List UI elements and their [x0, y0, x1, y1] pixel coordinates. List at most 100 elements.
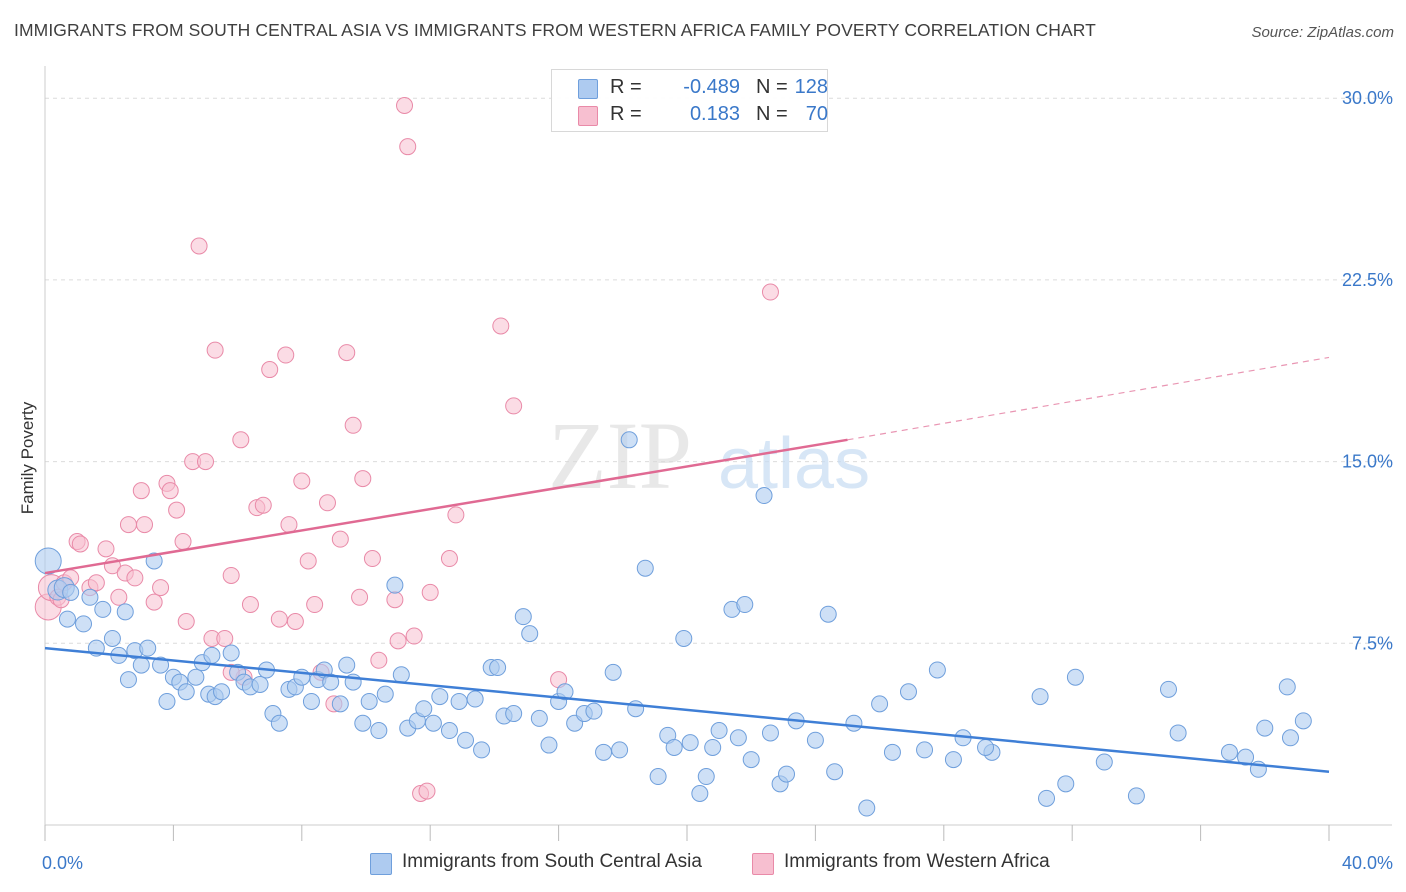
point-western-africa — [344, 416, 362, 434]
legend-n-label: N = — [756, 103, 788, 125]
point-south-central-asia — [1057, 775, 1075, 793]
point-western-africa — [338, 344, 356, 362]
point-south-central-asia — [505, 705, 523, 723]
trend-lines — [44, 356, 1330, 773]
point-south-central-asia — [729, 729, 747, 747]
point-south-central-asia — [736, 596, 754, 614]
point-western-africa — [174, 533, 192, 551]
point-western-africa — [132, 482, 150, 500]
point-south-central-asia — [251, 675, 269, 693]
point-south-central-asia — [826, 763, 844, 781]
point-south-central-asia — [1220, 743, 1238, 761]
point-south-central-asia — [1237, 748, 1255, 766]
point-south-central-asia — [899, 683, 917, 701]
legend-r-label: R = — [610, 76, 642, 98]
point-western-africa — [399, 138, 417, 156]
point-south-central-asia — [158, 692, 176, 710]
point-south-central-asia — [636, 559, 654, 577]
legend-label-western-africa: Immigrants from Western Africa — [784, 851, 1050, 872]
point-south-central-asia — [440, 722, 458, 740]
point-western-africa — [206, 341, 224, 359]
legend-r-label: R = — [610, 103, 642, 125]
point-south-central-asia — [450, 692, 468, 710]
point-western-africa — [232, 431, 250, 449]
watermark-zip: ZIP — [548, 402, 692, 509]
point-south-central-asia — [116, 603, 134, 621]
point-south-central-asia — [213, 683, 231, 701]
point-south-central-asia — [152, 656, 170, 674]
point-western-africa — [299, 552, 317, 570]
point-western-africa — [145, 593, 163, 611]
y-tick-label: 7.5% — [1352, 633, 1393, 653]
point-western-africa — [354, 470, 372, 488]
legend-label-south-central-asia: Immigrants from South Central Asia — [402, 851, 702, 872]
point-western-africa — [396, 96, 414, 114]
point-south-central-asia — [761, 724, 779, 742]
point-south-central-asia — [704, 738, 722, 756]
correlation-legend: R = -0.489 N = 128 R = 0.183 N = 70 — [551, 69, 828, 132]
point-western-africa — [190, 237, 208, 255]
point-south-central-asia — [354, 714, 372, 732]
point-south-central-asia — [94, 600, 112, 618]
x-tick-label: 0.0% — [42, 853, 83, 873]
point-south-central-asia — [928, 661, 946, 679]
point-south-central-asia — [222, 644, 240, 662]
point-western-africa — [293, 472, 311, 490]
point-south-central-asia — [1281, 729, 1299, 747]
point-western-africa — [370, 651, 388, 669]
legend-n-value-south-central-asia: 128 — [794, 76, 828, 98]
tick-labels: 7.5% 15.0% 22.5% 30.0% 0.0% 40.0% — [42, 88, 1393, 873]
point-south-central-asia — [858, 799, 876, 817]
legend-n-label: N = — [756, 76, 788, 98]
point-western-africa — [161, 482, 179, 500]
point-south-central-asia — [595, 743, 613, 761]
x-tick-label: 40.0% — [1342, 853, 1393, 873]
point-south-central-asia — [1095, 753, 1113, 771]
point-western-africa — [331, 530, 349, 548]
point-south-central-asia — [778, 765, 796, 783]
point-south-central-asia — [675, 629, 693, 647]
point-south-central-asia — [338, 656, 356, 674]
point-south-central-asia — [1160, 680, 1177, 698]
point-south-central-asia — [75, 615, 93, 633]
point-south-central-asia — [457, 731, 475, 749]
point-western-africa — [440, 550, 458, 568]
point-south-central-asia — [1031, 688, 1049, 706]
point-south-central-asia — [1256, 719, 1274, 737]
source-attribution: Source: ZipAtlas.com — [1251, 24, 1394, 41]
point-south-central-asia — [62, 583, 80, 601]
point-south-central-asia — [819, 605, 837, 623]
point-south-central-asia — [977, 738, 995, 756]
point-western-africa — [168, 501, 186, 519]
point-south-central-asia — [177, 683, 195, 701]
point-south-central-asia — [755, 487, 773, 505]
point-south-central-asia — [871, 695, 889, 713]
point-south-central-asia — [845, 714, 863, 732]
point-western-africa — [254, 496, 272, 514]
point-western-africa — [261, 361, 279, 379]
point-western-africa — [87, 574, 105, 592]
point-south-central-asia — [187, 668, 205, 686]
point-south-central-asia — [806, 731, 824, 749]
point-south-central-asia — [1066, 668, 1084, 686]
point-western-africa — [110, 588, 128, 606]
point-south-central-asia — [1169, 724, 1187, 742]
point-western-africa — [418, 782, 436, 800]
point-south-central-asia — [1294, 712, 1312, 730]
point-south-central-asia — [331, 695, 349, 713]
point-south-central-asia — [649, 768, 667, 786]
point-south-central-asia — [710, 722, 728, 740]
point-south-central-asia — [139, 639, 157, 657]
point-south-central-asia — [530, 709, 548, 727]
point-south-central-asia — [119, 671, 137, 689]
point-south-central-asia — [203, 646, 221, 664]
legend-swatch-western-africa — [578, 106, 598, 126]
chart-title: IMMIGRANTS FROM SOUTH CENTRAL ASIA VS IM… — [14, 20, 1096, 40]
point-south-central-asia — [611, 741, 629, 759]
point-south-central-asia — [883, 743, 901, 761]
point-south-central-asia — [103, 629, 121, 647]
legend-n-value-western-africa: 70 — [805, 103, 828, 125]
point-south-central-asia — [386, 576, 404, 594]
point-south-central-asia — [322, 673, 340, 691]
